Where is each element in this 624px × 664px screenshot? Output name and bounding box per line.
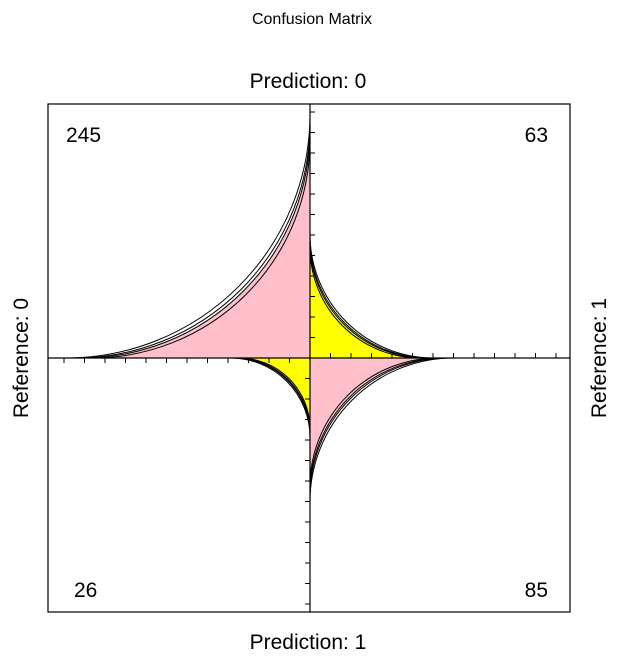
- confidence-ring-pred0-ref0-1: [75, 123, 311, 359]
- cell-count-pred1-ref1: 85: [525, 579, 548, 602]
- chart-title: Confusion Matrix: [252, 11, 372, 28]
- axis-ticks: [63, 111, 557, 605]
- sector-layer: [66, 114, 454, 502]
- confidence-ring-pred1-ref0-2: [230, 357, 311, 438]
- confidence-ring-pred0-ref0-0: [92, 140, 311, 359]
- confidence-ring-pred0-ref1-1: [309, 238, 430, 359]
- confidence-ring-pred0-ref1-0: [309, 247, 421, 359]
- right-label: Reference: 1: [588, 298, 611, 418]
- bottom-label: Prediction: 1: [250, 631, 367, 654]
- confidence-ring-pred1-ref1-0: [309, 357, 439, 487]
- confidence-ring-pred1-ref1-2: [309, 357, 454, 502]
- cell-count-pred0-ref1: 63: [525, 124, 548, 147]
- cell-count-pred1-ref0: 26: [74, 579, 97, 602]
- left-label: Reference: 0: [10, 298, 33, 418]
- confidence-ring-pred1-ref1-1: [309, 357, 449, 497]
- confidence-ring-pred1-ref0-0: [239, 357, 311, 429]
- sector-pred1-ref1: [309, 357, 445, 493]
- confidence-ring-pred0-ref1-2: [309, 234, 434, 359]
- top-label: Prediction: 0: [250, 70, 367, 93]
- cell-count-pred0-ref0: 245: [66, 124, 101, 147]
- sector-pred0-ref0: [81, 129, 311, 359]
- confidence-ring-pred0-ref0-2: [66, 114, 311, 359]
